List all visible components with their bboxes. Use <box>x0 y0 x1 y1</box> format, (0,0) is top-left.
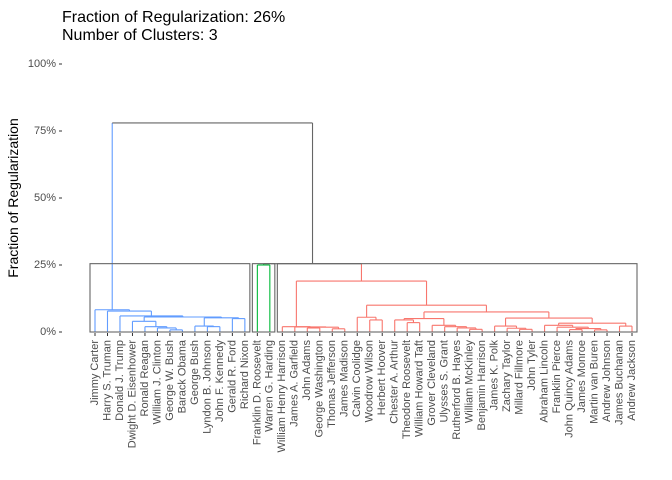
y-tick-label: 25% <box>34 259 56 271</box>
chart-subtitle: Number of Clusters: 3 <box>62 27 218 44</box>
leaf-label: Ronald Reagan <box>139 340 151 416</box>
leaf-label: Andrew Johnson <box>601 340 613 422</box>
leaf-label: Calvin Coolidge <box>351 340 363 417</box>
leaf-label: Theodore Roosevelt <box>401 340 413 439</box>
leaf-label: John Quincy Adams <box>563 340 575 438</box>
leaf-label: James Buchanan <box>613 340 625 425</box>
leaf-label: Herbert Hoover <box>376 340 388 416</box>
leaf-label: Harry S. Truman <box>101 340 113 421</box>
leaf-label: William McKinley <box>464 340 476 424</box>
leaf-label: Donald J. Trump <box>114 340 126 421</box>
leaf-label: Zachary Taylor <box>501 340 513 412</box>
chart-title: Fraction of Regularization: 26% <box>62 9 285 26</box>
leaf-label: Jimmy Carter <box>89 340 101 406</box>
leaf-label: Grover Cleveland <box>426 340 438 426</box>
leaf-label: Abraham Lincoln <box>538 340 550 423</box>
leaf-label: Franklin Pierce <box>551 340 563 413</box>
leaf-label: Warren G. Harding <box>264 340 276 432</box>
leaf-label: John F. Kennedy <box>214 340 226 422</box>
y-tick-label: 100% <box>28 58 56 70</box>
cluster-rect <box>251 263 276 333</box>
y-axis-label: Fraction of Regularization <box>5 118 21 278</box>
leaf-label: William J. Clinton <box>151 340 163 424</box>
leaf-label: James Monroe <box>576 340 588 413</box>
leaf-label: Andrew Jackson <box>626 340 638 421</box>
y-tick-label: 75% <box>34 125 56 137</box>
leaf-label: Woodrow Wilson <box>364 340 376 422</box>
leaf-label: Martin van Buren <box>588 340 600 424</box>
leaf-label: William Howard Taft <box>414 340 426 437</box>
cluster-rect <box>276 263 638 333</box>
y-tick-label: 50% <box>34 192 56 204</box>
leaf-label: Rutherford B. Hayes <box>451 340 463 440</box>
leaf-label: Franklin D. Roosevelt <box>251 340 263 445</box>
leaf-label: Gerald R. Ford <box>226 340 238 413</box>
leaf-label: James K. Polk <box>489 340 501 411</box>
y-tick-label: 0% <box>40 326 56 338</box>
leaf-label: Benjamin Harrison <box>476 340 488 430</box>
leaf-label: James Madison <box>339 340 351 417</box>
leaf-label: Lyndon B. Johnson <box>201 340 213 434</box>
leaf-label: Ulysses S. Grant <box>439 340 451 423</box>
leaf-label: Dwight D. Eisenhower <box>126 340 138 449</box>
leaf-label: James A. Garfield <box>289 340 301 427</box>
leaf-label: George Washington <box>314 340 326 437</box>
leaf-label: George W. Bush <box>164 340 176 421</box>
leaf-label: John Adams <box>301 340 313 401</box>
leaf-label: Thomas Jefferson <box>326 340 338 428</box>
leaf-label: John Tyler <box>526 340 538 391</box>
leaf-label: George Bush <box>189 340 201 405</box>
leaf-label: Chester A. Arthur <box>389 340 401 424</box>
cluster-rect <box>89 263 251 333</box>
leaf-label: Millard Fillmore <box>514 340 526 415</box>
leaf-label: Richard Nixon <box>239 340 251 409</box>
leaf-label: Barack Obama <box>176 339 188 413</box>
leaf-label: William Henry Harrison <box>276 340 288 452</box>
